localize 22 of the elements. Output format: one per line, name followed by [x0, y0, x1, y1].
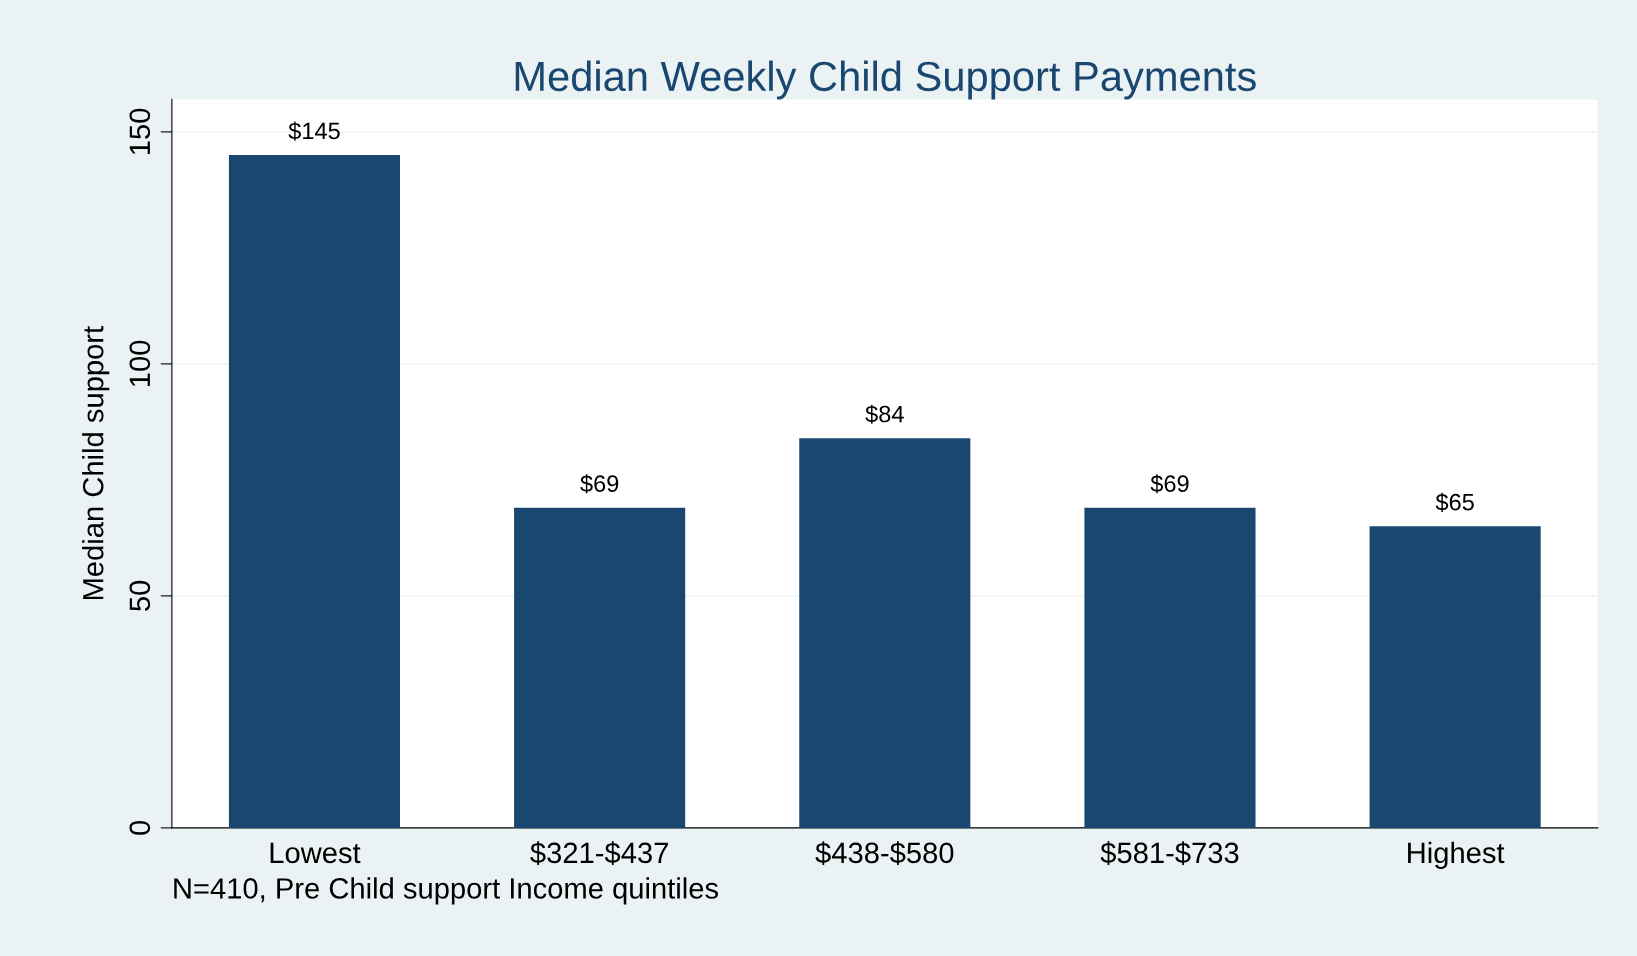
x-tick-label: $321-$437: [530, 841, 668, 865]
data-label: $145: [288, 121, 340, 141]
data-label: $69: [580, 474, 619, 494]
y-axis-title: Median Child support: [82, 326, 110, 600]
bar: [228, 155, 401, 828]
y-tick-label: 0: [129, 820, 151, 835]
y-tick-label: 100: [129, 340, 151, 387]
x-tick-label: Lowest: [270, 842, 361, 864]
bar: [1084, 507, 1256, 828]
bar: [514, 507, 686, 828]
data-label: $65: [1435, 492, 1474, 512]
data-label: $69: [1150, 474, 1189, 494]
x-tick-label: Highest: [1408, 841, 1505, 869]
x-tick-label: $581-$733: [1100, 841, 1239, 865]
y-tick-label: 50: [129, 580, 151, 611]
bar: [799, 438, 971, 828]
bar: [1369, 526, 1541, 828]
data-label: $84: [865, 404, 904, 424]
x-tick-label: $438-$580: [815, 841, 954, 865]
x-axis-title: N=410, Pre Child support Income quintiles: [174, 877, 719, 905]
chart-title: Median Weekly Child Support Payments: [515, 60, 1256, 100]
y-tick-label: 150: [129, 108, 151, 155]
